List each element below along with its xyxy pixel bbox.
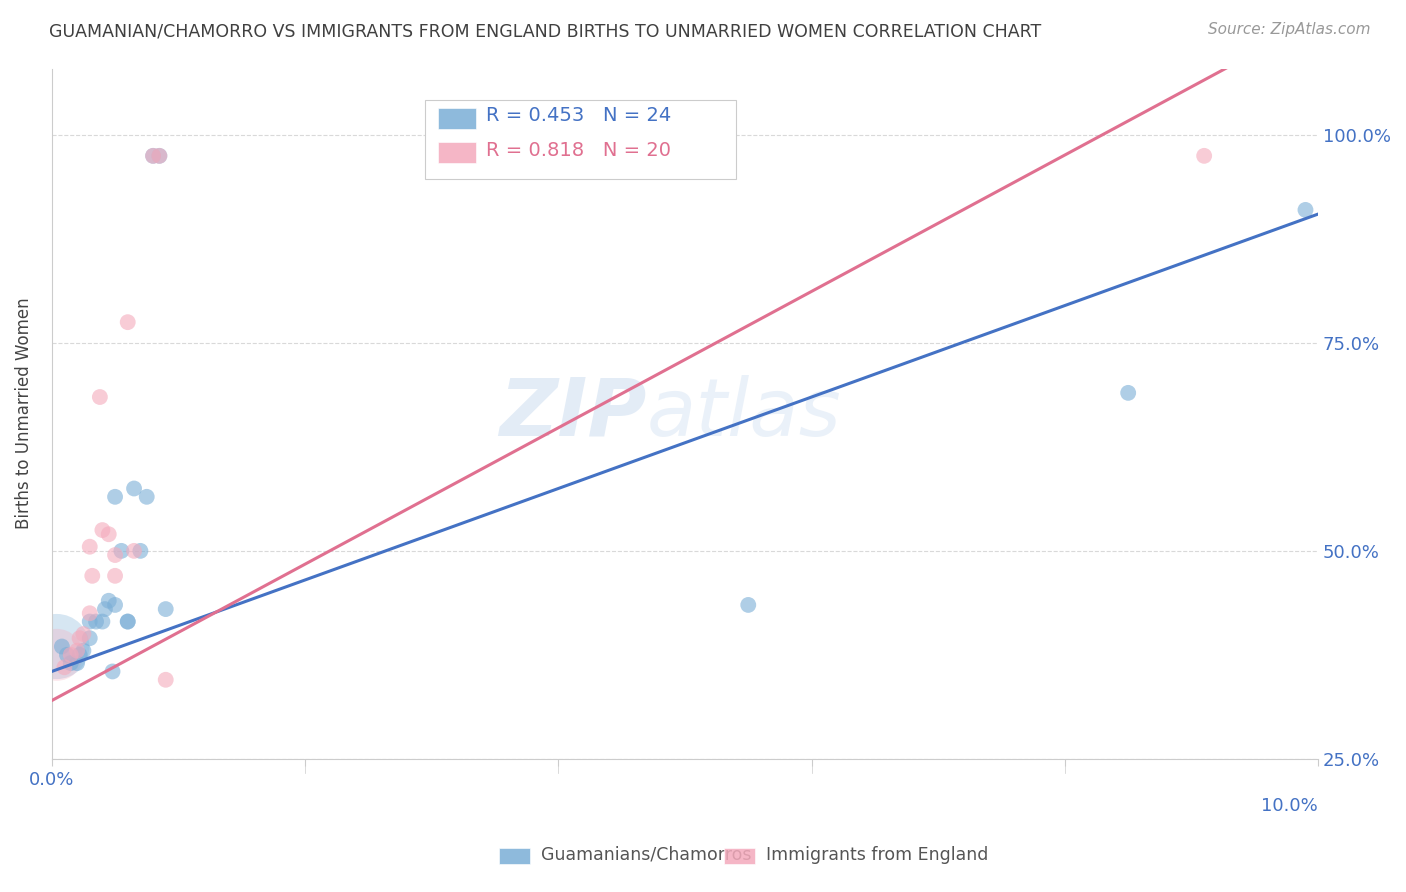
Point: [122, 544, 145, 558]
Point: [117, 315, 139, 329]
Point: [104, 490, 127, 504]
Point: [142, 149, 165, 163]
Point: [104, 598, 127, 612]
Point: [122, 482, 145, 496]
Point: [59, 648, 82, 662]
Point: [737, 598, 759, 612]
Point: [69, 631, 91, 645]
Point: [117, 615, 139, 629]
Point: [129, 544, 152, 558]
Point: [56, 648, 79, 662]
Point: [66, 656, 89, 670]
Point: [148, 149, 170, 163]
Text: Guamanians/Chamorros: Guamanians/Chamorros: [541, 846, 752, 863]
Point: [53, 660, 76, 674]
Point: [1295, 202, 1317, 217]
Point: [97, 527, 120, 541]
Point: [79, 540, 101, 554]
Text: Immigrants from England: Immigrants from England: [766, 846, 988, 863]
Point: [135, 490, 157, 504]
Text: atlas: atlas: [647, 375, 842, 452]
Point: [1192, 149, 1215, 163]
Point: [72, 627, 94, 641]
Point: [155, 602, 177, 616]
Text: Source: ZipAtlas.com: Source: ZipAtlas.com: [1208, 22, 1371, 37]
Point: [104, 548, 127, 562]
Point: [91, 615, 114, 629]
FancyBboxPatch shape: [439, 108, 477, 128]
Point: [148, 149, 170, 163]
Point: [45, 648, 67, 662]
Point: [84, 615, 107, 629]
Point: [89, 390, 111, 404]
Point: [101, 665, 124, 679]
FancyBboxPatch shape: [426, 100, 735, 179]
Point: [66, 643, 89, 657]
Point: [117, 615, 139, 629]
Text: 10.0%: 10.0%: [1261, 797, 1319, 814]
Point: [142, 149, 165, 163]
Point: [110, 544, 132, 558]
Text: R = 0.818   N = 20: R = 0.818 N = 20: [486, 141, 671, 160]
Point: [79, 631, 101, 645]
Point: [471, 839, 494, 854]
Point: [79, 606, 101, 620]
Point: [45, 640, 67, 654]
Point: [104, 569, 127, 583]
Point: [79, 615, 101, 629]
FancyBboxPatch shape: [439, 143, 477, 163]
Point: [91, 523, 114, 537]
Point: [97, 594, 120, 608]
Point: [69, 648, 91, 662]
Point: [155, 673, 177, 687]
Y-axis label: Births to Unmarried Women: Births to Unmarried Women: [15, 298, 32, 530]
Point: [1116, 385, 1139, 400]
Text: GUAMANIAN/CHAMORRO VS IMMIGRANTS FROM ENGLAND BIRTHS TO UNMARRIED WOMEN CORRELAT: GUAMANIAN/CHAMORRO VS IMMIGRANTS FROM EN…: [49, 22, 1042, 40]
Text: R = 0.453   N = 24: R = 0.453 N = 24: [486, 106, 672, 126]
Point: [72, 643, 94, 657]
Text: ZIP: ZIP: [499, 375, 647, 452]
Point: [94, 602, 117, 616]
Point: [598, 839, 620, 854]
Point: [82, 569, 104, 583]
Point: [51, 640, 73, 654]
Point: [59, 656, 82, 670]
